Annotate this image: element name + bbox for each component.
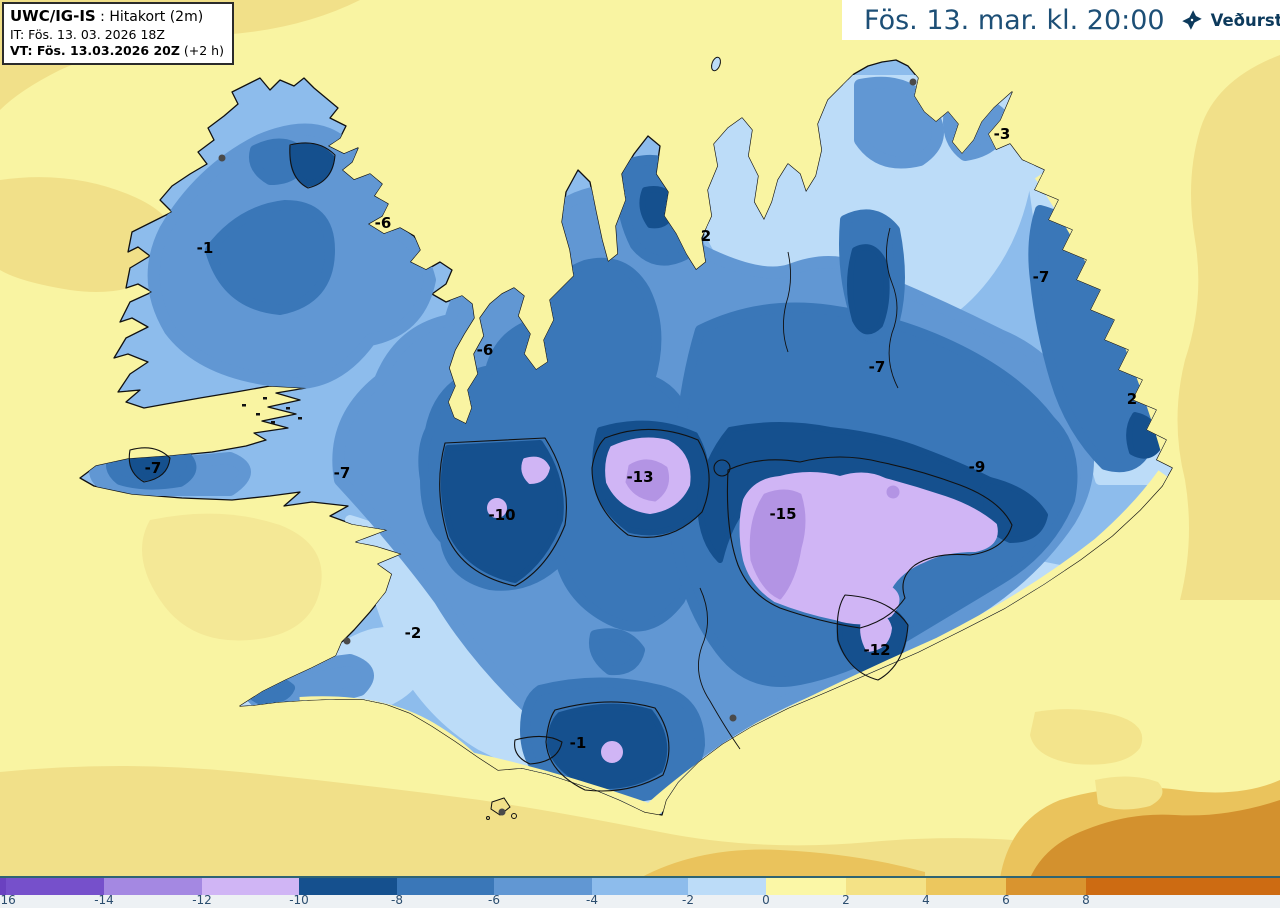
legend-segment xyxy=(299,878,397,895)
legend-segment xyxy=(766,878,846,895)
legend-tick-label: -6 xyxy=(488,893,500,907)
separator: : xyxy=(95,9,110,25)
temp-label: -3 xyxy=(994,125,1011,143)
legend-tick-label: -12 xyxy=(192,893,212,907)
iceland-temperature-map: -1 -6 -3 2 -7 -6 -7 2 -7 -7 -13 -9 -10 -15 -2 -12 -1 xyxy=(0,0,1280,878)
legend-segment xyxy=(846,878,926,895)
legend-segment xyxy=(6,878,104,895)
legend-segment xyxy=(688,878,766,895)
valid-time-line: VT: Fös. 13.03.2026 20Z (+2 h) xyxy=(10,43,224,59)
valid-time-bold: VT: Fös. 13.03.2026 20Z xyxy=(10,42,180,58)
temp-label: -1 xyxy=(570,734,587,752)
valid-time-suffix: (+2 h) xyxy=(179,42,224,58)
legend-tick-label: -10 xyxy=(289,893,309,907)
legend-tick-label: -4 xyxy=(586,893,598,907)
temp-label: 2 xyxy=(1127,390,1137,408)
temperature-legend: -16 -14 -12 -10 -8 -6 -4 -2 0 2 4 6 8 xyxy=(0,876,1280,908)
glacier-outlines xyxy=(128,142,1013,792)
temp-label: -9 xyxy=(969,458,986,476)
model-product-line: UWC/IG-IS : Hitakort (2m) xyxy=(10,7,224,27)
legend-segment xyxy=(1006,878,1086,895)
brand: Veðurstofa Íslands xyxy=(1179,7,1280,33)
legend-segment xyxy=(1086,878,1280,895)
town-dot xyxy=(729,714,737,722)
town-dot xyxy=(909,78,917,86)
temp-label: -13 xyxy=(626,468,653,486)
legend-tick-label: 0 xyxy=(762,893,770,907)
temp-label: -6 xyxy=(477,341,494,359)
legend-tick-label: -14 xyxy=(94,893,114,907)
temp-label: -2 xyxy=(405,624,422,642)
temp-label: -7 xyxy=(1033,268,1050,286)
ocean-contour-bands xyxy=(0,0,1280,878)
legend-tick-label: 2 xyxy=(842,893,850,907)
temp-label: -7 xyxy=(869,358,886,376)
town-dot xyxy=(218,154,226,162)
river-lines xyxy=(697,227,899,750)
legend-color-bar xyxy=(0,878,1280,895)
vedurstofa-pinwheel-icon xyxy=(1181,10,1202,30)
temp-label: -10 xyxy=(488,506,515,524)
temperature-fill-layer xyxy=(89,75,1172,815)
legend-tick-label: 4 xyxy=(922,893,930,907)
legend-segment xyxy=(0,878,6,895)
title-strip: Fös. 13. mar. kl. 20:00 Veðurstofa Íslan… xyxy=(842,0,1280,40)
temp-label: -12 xyxy=(863,641,890,659)
legend-segment xyxy=(104,878,202,895)
legend-tick-label: 6 xyxy=(1002,893,1010,907)
legend-segment xyxy=(494,878,592,895)
brand-name: Veðurstofa Íslands xyxy=(1210,10,1280,30)
temp-label: -1 xyxy=(197,239,214,257)
temp-label: -7 xyxy=(334,464,351,482)
legend-tick-label: -8 xyxy=(391,893,403,907)
legend-segment xyxy=(202,878,299,895)
temp-label: -7 xyxy=(145,459,162,477)
town-dots xyxy=(218,78,917,816)
legend-tick-label: -2 xyxy=(682,893,694,907)
map-title: Fös. 13. mar. kl. 20:00 xyxy=(864,4,1165,36)
forecast-info-box: UWC/IG-IS : Hitakort (2m) IT: Fös. 13. 0… xyxy=(2,2,234,65)
legend-segment xyxy=(592,878,688,895)
temperature-labels: -1 -6 -3 2 -7 -6 -7 2 -7 -7 -13 -9 -10 -15 -2 -12 -1 xyxy=(145,125,1138,752)
temp-label: -6 xyxy=(375,214,392,232)
town-dot xyxy=(343,637,351,645)
legend-segment xyxy=(397,878,494,895)
legend-tick-label: -16 xyxy=(0,893,16,907)
legend-tick-label: 8 xyxy=(1082,893,1090,907)
temp-label: -15 xyxy=(769,505,796,523)
town-dot xyxy=(498,808,506,816)
model-name: UWC/IG-IS xyxy=(10,7,96,25)
product-name: Hitakort (2m) xyxy=(109,9,204,25)
legend-segment xyxy=(926,878,1006,895)
init-time-line: IT: Fös. 13. 03. 2026 18Z xyxy=(10,26,165,42)
legend-tick-strip: -16 -14 -12 -10 -8 -6 -4 -2 0 2 4 6 8 xyxy=(0,893,1280,908)
temp-label: 2 xyxy=(701,227,711,245)
